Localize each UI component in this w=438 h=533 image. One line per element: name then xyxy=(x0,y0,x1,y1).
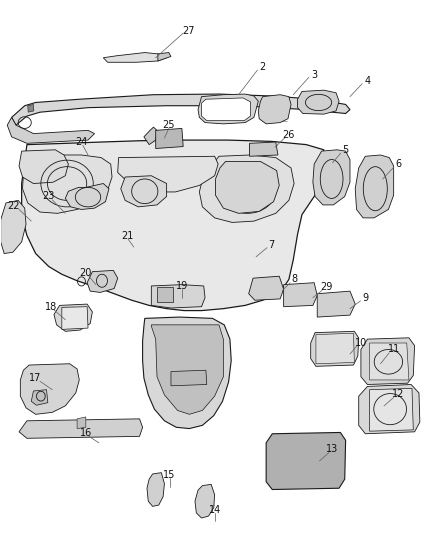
Text: 15: 15 xyxy=(162,470,175,480)
Polygon shape xyxy=(54,304,92,332)
Text: 13: 13 xyxy=(326,445,339,454)
Text: 17: 17 xyxy=(29,373,42,383)
Polygon shape xyxy=(22,155,112,213)
Polygon shape xyxy=(250,142,278,156)
Text: 3: 3 xyxy=(311,70,317,79)
Polygon shape xyxy=(155,128,183,149)
Polygon shape xyxy=(258,95,291,124)
Polygon shape xyxy=(151,325,223,414)
Text: 2: 2 xyxy=(260,62,266,72)
Text: 12: 12 xyxy=(392,389,404,399)
Polygon shape xyxy=(311,332,359,366)
Text: 23: 23 xyxy=(42,191,55,201)
Polygon shape xyxy=(65,183,109,209)
Polygon shape xyxy=(284,282,317,306)
Text: 21: 21 xyxy=(121,231,134,241)
Polygon shape xyxy=(370,389,413,431)
Text: 10: 10 xyxy=(355,338,367,348)
Polygon shape xyxy=(316,333,354,364)
Polygon shape xyxy=(306,103,313,111)
Text: 7: 7 xyxy=(268,240,275,250)
Polygon shape xyxy=(144,127,157,144)
Text: 9: 9 xyxy=(362,293,368,303)
Text: 14: 14 xyxy=(208,505,221,515)
Polygon shape xyxy=(1,200,26,254)
Text: 26: 26 xyxy=(283,130,295,140)
Polygon shape xyxy=(317,291,355,317)
Text: 20: 20 xyxy=(80,268,92,278)
Polygon shape xyxy=(118,156,218,192)
Polygon shape xyxy=(19,419,143,438)
Polygon shape xyxy=(7,117,95,143)
Polygon shape xyxy=(21,140,324,311)
Polygon shape xyxy=(355,155,394,218)
Polygon shape xyxy=(361,338,415,384)
Polygon shape xyxy=(199,155,294,222)
Text: 11: 11 xyxy=(388,344,400,354)
Polygon shape xyxy=(31,390,48,405)
Text: 8: 8 xyxy=(291,274,297,285)
Text: 18: 18 xyxy=(45,302,57,312)
Polygon shape xyxy=(147,473,164,506)
Text: 25: 25 xyxy=(162,120,175,130)
Polygon shape xyxy=(87,270,118,293)
Polygon shape xyxy=(359,384,420,434)
Text: 6: 6 xyxy=(395,159,401,169)
Polygon shape xyxy=(12,94,350,125)
Text: 22: 22 xyxy=(7,201,20,211)
Polygon shape xyxy=(198,94,258,124)
Polygon shape xyxy=(297,90,339,114)
Polygon shape xyxy=(143,317,231,429)
Polygon shape xyxy=(158,53,171,61)
Polygon shape xyxy=(266,432,346,489)
Polygon shape xyxy=(313,150,350,205)
Polygon shape xyxy=(171,370,207,386)
Polygon shape xyxy=(19,150,68,183)
Polygon shape xyxy=(215,161,279,213)
Polygon shape xyxy=(370,343,409,380)
Text: 16: 16 xyxy=(80,428,92,438)
Polygon shape xyxy=(195,484,215,518)
Polygon shape xyxy=(103,53,166,62)
Polygon shape xyxy=(20,364,79,414)
Polygon shape xyxy=(62,306,88,329)
Polygon shape xyxy=(151,285,205,308)
Polygon shape xyxy=(201,98,251,120)
Polygon shape xyxy=(77,417,86,429)
Text: 19: 19 xyxy=(176,281,188,291)
Polygon shape xyxy=(157,287,173,302)
Text: 4: 4 xyxy=(364,76,371,86)
Text: 24: 24 xyxy=(75,137,88,147)
Polygon shape xyxy=(28,104,34,112)
Polygon shape xyxy=(121,176,166,207)
Text: 5: 5 xyxy=(343,145,349,155)
Text: 27: 27 xyxy=(182,26,194,36)
Text: 29: 29 xyxy=(320,282,332,292)
Polygon shape xyxy=(249,276,284,300)
